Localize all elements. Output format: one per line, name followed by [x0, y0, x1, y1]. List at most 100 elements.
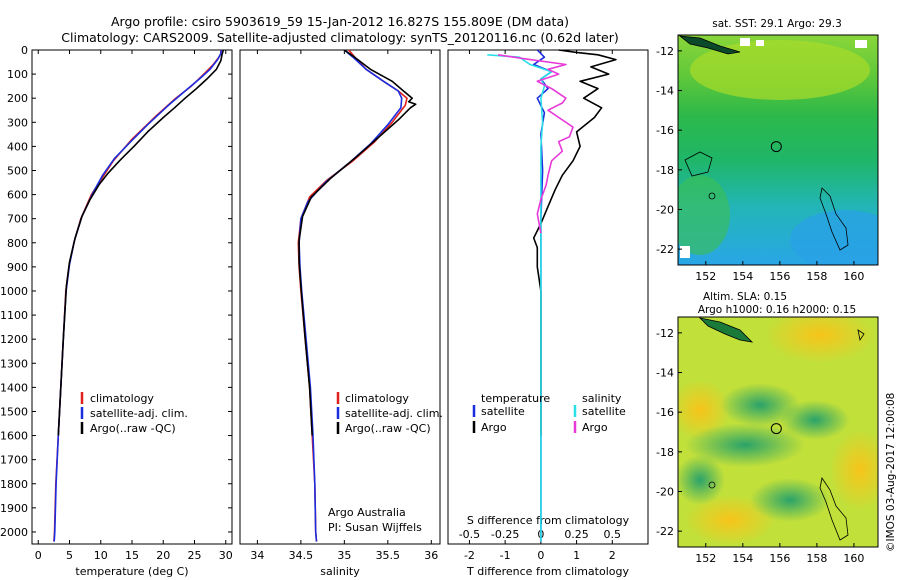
sst-map-frame [677, 34, 879, 266]
temperature-series [53, 49, 225, 542]
map-x-tick-label: 152 [695, 270, 716, 283]
sla-high-1 [765, 317, 875, 363]
depth-tick-label: 700 [7, 213, 28, 226]
sla-map-panel: Altim. SLA: 0.15 Argo h1000: 0.16 h2000:… [656, 291, 879, 565]
map-y-tick-label: -22 [656, 525, 674, 538]
sla-low-5 [750, 478, 830, 522]
legend-header-temperature: temperature [481, 392, 550, 405]
x-tick-label: 25 [188, 549, 202, 562]
depth-tick-label: 1700 [0, 454, 28, 467]
argo-australia-label: Argo Australia [328, 506, 406, 519]
legend-label-climatology: climatology [345, 392, 409, 405]
depth-tick-label: 0 [21, 44, 28, 57]
x-tick-label: -2 [464, 549, 475, 562]
sla-small-dot [708, 481, 716, 489]
series-line-salinity-satellite [487, 54, 553, 542]
sst-map-ticks: 152 154 156 158 160 -12 -14 -16 -18 -20 -22 [656, 45, 864, 283]
map-x-tick-label: 156 [769, 552, 790, 565]
map-y-tick-label: -20 [656, 485, 674, 498]
map-x-tick-label: 158 [806, 552, 827, 565]
sla-map-title-1: Altim. SLA: 0.15 [703, 291, 787, 303]
sla-low-4 [780, 400, 850, 440]
sst-missing-1 [740, 38, 750, 46]
s-difference-label: S difference from climatology [467, 514, 630, 527]
map-y-tick-label: -16 [656, 124, 674, 137]
x-tick-label: 0 [35, 549, 42, 562]
x-tick-label: 10 [94, 549, 108, 562]
salinity-x-label: salinity [320, 565, 360, 578]
legend-label-sal-argo: Argo [582, 421, 608, 434]
x-tick-label: 34.5 [289, 549, 314, 562]
depth-tick-label: 600 [7, 189, 28, 202]
depth-tick-label: 1900 [0, 502, 28, 515]
depth-tick-label: 500 [7, 164, 28, 177]
sla-reef-contour [819, 329, 865, 541]
sst-map-panel: sat. SST: 29.1 Argo: 29.3 152 154 156 158 16… [656, 18, 879, 283]
map-x-tick-label: 152 [695, 552, 716, 565]
sla-low-2 [685, 423, 805, 467]
header-line-1: Argo profile: csiro 5903619_59 15-Jan-20… [111, 14, 569, 29]
sla-low-1 [720, 383, 800, 427]
x-tick-label: 36 [424, 549, 438, 562]
map-x-tick-label: 154 [732, 552, 753, 565]
map-x-tick-label: 154 [732, 270, 753, 283]
salinity-panel: 34 34.5 35 35.5 36 salinity climatology sate… [239, 49, 443, 578]
sst-argo-small-dot [708, 192, 716, 200]
temperature-axes-frame [31, 49, 233, 545]
x-tick-label: 15 [125, 549, 139, 562]
x-tick-label: -1 [500, 549, 511, 562]
series-line-salinity-argo [497, 54, 574, 234]
map-y-tick-label: -16 [656, 406, 674, 419]
salinity-legend: climatology satellite-adj. clim. Argo(..… [336, 392, 443, 435]
depth-tick-label: 1200 [0, 333, 28, 346]
difference-axes-frame [447, 49, 649, 545]
depth-tick-label: 1800 [0, 478, 28, 491]
x-tick-label: 1 [573, 549, 580, 562]
s-diff-tick-label: 0.25 [564, 528, 589, 541]
depth-tick-label: 100 [7, 68, 28, 81]
depth-tick-label: 1500 [0, 405, 28, 418]
x-tick-label: 30 [219, 549, 233, 562]
sst-warm-tongue [678, 175, 730, 255]
s-diff-tick-label: 0.5 [604, 528, 622, 541]
map-y-tick-label: -14 [656, 85, 674, 98]
series-line-temperature-argo [532, 49, 617, 436]
header-line-2: Climatology: CARS2009. Satellite-adjuste… [61, 30, 618, 45]
map-y-tick-label: -12 [656, 327, 674, 340]
depth-tick-label: 400 [7, 140, 28, 153]
depth-tick-label: 1000 [0, 285, 28, 298]
map-y-tick-label: -14 [656, 367, 674, 380]
salinity-series [297, 49, 417, 542]
difference-series [487, 49, 617, 542]
x-tick-label: 2 [609, 549, 616, 562]
series-line-argo-raw-qc- [57, 49, 225, 436]
legend-label-temp-argo: Argo [481, 421, 507, 434]
temperature-x-label: temperature (deg C) [75, 565, 188, 578]
depth-tick-label: 1400 [0, 381, 28, 394]
depth-tick-label: 1100 [0, 309, 28, 322]
map-x-tick-label: 160 [843, 552, 864, 565]
series-line-argo-raw-qc- [298, 49, 417, 436]
sst-missing-2 [756, 40, 764, 46]
legend-label-satellite-adj: satellite-adj. clim. [345, 407, 443, 420]
difference-legend: temperature salinity satellite Argo sate… [472, 392, 626, 434]
depth-tick-label: 1600 [0, 430, 28, 443]
sla-argo-marker [770, 423, 782, 435]
t-difference-label: T difference from climatology [466, 565, 629, 578]
sst-cool-patch [790, 210, 878, 265]
x-tick-label: 34 [250, 549, 264, 562]
x-tick-label: 0 [537, 549, 544, 562]
legend-label-temp-satellite: satellite [481, 405, 525, 418]
s-diff-tick-label: -0.5 [459, 528, 480, 541]
legend-label-climatology: climatology [90, 392, 154, 405]
sst-missing-3 [855, 40, 867, 48]
x-tick-label: 20 [156, 549, 170, 562]
depth-tick-label: 900 [7, 261, 28, 274]
temperature-legend: climatology satellite-adj. clim. Argo(..… [80, 392, 188, 435]
temperature-x-ticks: 0 5 10 15 20 25 30 [35, 50, 233, 562]
sst-missing-4 [680, 246, 690, 258]
map-x-tick-label: 156 [769, 270, 790, 283]
pi-label: PI: Susan Wijffels [328, 521, 422, 534]
depth-tick-label: 300 [7, 116, 28, 129]
